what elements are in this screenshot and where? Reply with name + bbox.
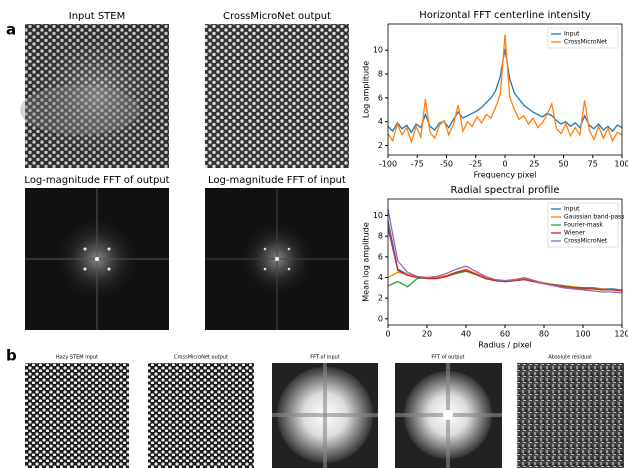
panel-label: a: [6, 21, 16, 39]
x-tick-label: -25: [469, 160, 482, 169]
image: [25, 188, 169, 330]
x-axis-label: Frequency pixel: [474, 171, 537, 180]
y-tick-label: 4: [378, 273, 383, 282]
plot-frame: [387, 23, 623, 156]
x-tick-label: 100: [575, 330, 590, 339]
image: [205, 24, 349, 168]
line-series: [387, 48, 623, 134]
legend-label: Fourier-mask: [564, 222, 603, 229]
chart-title: Horizontal FFT centerline intensity: [419, 10, 591, 21]
x-tick-label: 100: [614, 160, 628, 169]
plot-frame: [387, 198, 623, 326]
y-tick-label: 8: [378, 232, 383, 241]
y-tick-label: 4: [378, 117, 383, 126]
x-tick-label: 60: [500, 330, 510, 339]
x-tick-label: 75: [588, 160, 598, 169]
image-title: Log-magnitude FFT of output: [24, 175, 169, 186]
x-tick-label: -50: [440, 160, 453, 169]
x-tick-label: 0: [502, 160, 507, 169]
charts: Horizontal FFT centerline intensity Frequ…: [362, 10, 628, 350]
legend-label: Input: [564, 31, 580, 38]
image: [25, 363, 129, 468]
y-tick-label: 10: [373, 211, 383, 220]
y-tick-label: 0: [378, 314, 383, 323]
x-tick-label: -75: [411, 160, 424, 169]
y-axis-label: Mean log amplitude: [362, 222, 371, 302]
x-tick-label: 20: [422, 330, 432, 339]
line-series: [387, 227, 623, 292]
x-tick-label: 50: [558, 160, 568, 169]
image-title: CrossMicroNet output: [174, 355, 228, 361]
image-title: Hazy STEM input: [56, 355, 98, 361]
image: [148, 363, 254, 468]
image: [20, 24, 169, 168]
line-series: [387, 268, 622, 291]
y-tick-label: 10: [373, 46, 383, 55]
x-tick-label: 40: [461, 330, 471, 339]
y-axis-label: Log amplitude: [362, 61, 371, 118]
image-title: Log-magnitude FFT of input: [208, 175, 346, 186]
image: [517, 363, 624, 468]
x-tick-label: 25: [529, 160, 539, 169]
x-tick-label: 0: [385, 330, 390, 339]
line-series: [387, 34, 623, 145]
panel-label: b: [6, 347, 17, 365]
legend-label: CrossMicroNet: [564, 238, 608, 245]
y-tick-label: 2: [378, 294, 383, 303]
legend-label: Input: [564, 206, 580, 213]
image-title: Input STEM: [69, 11, 125, 22]
image-title: Absolute residual: [548, 355, 591, 361]
image: [272, 363, 378, 468]
y-tick-label: 6: [378, 93, 383, 102]
y-tick-label: 2: [378, 141, 383, 150]
image-title: CrossMicroNet output: [223, 11, 331, 22]
x-tick-label: 120: [614, 330, 628, 339]
x-tick-label: 80: [539, 330, 549, 339]
line-series: [387, 209, 623, 294]
y-tick-label: 6: [378, 252, 383, 261]
legend-box: [547, 27, 619, 49]
image-title: FFT of input: [310, 355, 340, 361]
legend-label: CrossMicroNet: [564, 39, 608, 46]
x-tick-label: -100: [379, 160, 397, 169]
y-tick-label: 8: [378, 70, 383, 79]
legend-label: Gaussian band-pass: [564, 214, 624, 221]
x-axis-label: Radius / pixel: [478, 341, 532, 350]
image: [395, 363, 502, 468]
legend-label: Wiener: [564, 230, 586, 237]
chart-title: Radial spectral profile: [451, 185, 560, 196]
image-title: FFT of output: [431, 355, 464, 361]
image: [205, 188, 349, 330]
